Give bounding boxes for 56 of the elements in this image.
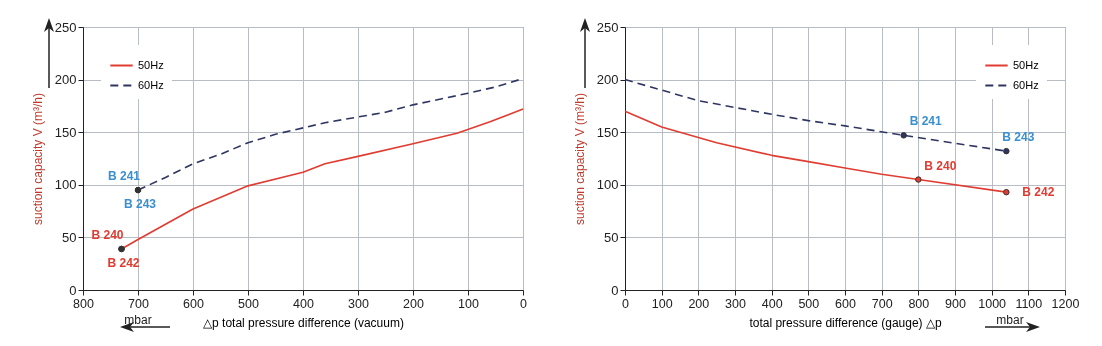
x-tick-label: 800 bbox=[73, 296, 94, 311]
annotation: B 241 bbox=[107, 169, 141, 184]
x-tick-label: 1200 bbox=[1051, 296, 1080, 311]
x-tick-label: 300 bbox=[348, 296, 369, 311]
x-tick-label: 700 bbox=[128, 296, 149, 311]
point bbox=[1003, 147, 1010, 155]
x-tick-label: 1000 bbox=[978, 296, 1007, 311]
x-axis-title: △p total pressure difference (vacuum) bbox=[203, 316, 404, 330]
x-axis-title: total pressure difference (gauge) △p bbox=[749, 316, 942, 330]
x-tick-label: 1100 bbox=[1015, 296, 1043, 311]
y-axis-title: suction capacity V (m³/h) bbox=[30, 92, 45, 226]
x-tick-label: 500 bbox=[238, 296, 259, 311]
point bbox=[915, 176, 922, 183]
y-tick-label: 100 bbox=[54, 177, 77, 193]
x-tick-label: 500 bbox=[798, 296, 820, 311]
legend-label: 60Hz bbox=[1013, 78, 1039, 91]
y-tick-label: 100 bbox=[596, 177, 619, 193]
y-tick-label: 0 bbox=[611, 282, 619, 298]
x-tick-label: 800 bbox=[908, 296, 930, 311]
x-tick-label: 300 bbox=[725, 296, 746, 311]
y-axis-title: suction capacity V (m³/h) bbox=[572, 92, 587, 226]
legend-label: 60Hz bbox=[138, 78, 164, 91]
x-tick-label: 100 bbox=[458, 296, 479, 311]
x-tick-label: 400 bbox=[293, 296, 314, 311]
x-tick-label: 200 bbox=[688, 296, 710, 311]
text: mbar bbox=[996, 313, 1024, 327]
y-tick-label: 200 bbox=[596, 72, 619, 88]
x-tick-label: 600 bbox=[183, 296, 204, 311]
annotation: B 240 bbox=[924, 158, 957, 173]
legend-label: 50Hz bbox=[138, 58, 164, 71]
y-tick-label: 150 bbox=[596, 124, 619, 140]
y-tick-label: 200 bbox=[54, 72, 77, 88]
annotation: B 242 bbox=[1022, 185, 1055, 200]
x-tick-label: 200 bbox=[403, 296, 424, 311]
x-tick-label: 600 bbox=[835, 296, 856, 311]
y-tick-label: 250 bbox=[54, 19, 77, 35]
y-tick-label: 150 bbox=[54, 124, 77, 140]
x-tick-label: 700 bbox=[871, 296, 893, 311]
point bbox=[1003, 188, 1010, 196]
text: mbar bbox=[124, 313, 152, 327]
y-tick-label: 250 bbox=[596, 19, 619, 35]
x-tick-label: 100 bbox=[651, 296, 673, 311]
x-tick-label: 400 bbox=[761, 296, 783, 311]
annotation: B 242 bbox=[107, 255, 140, 270]
y-tick-label: 0 bbox=[69, 282, 77, 298]
x-tick-label: 0 bbox=[622, 296, 630, 311]
x-tick-label: 900 bbox=[945, 296, 966, 311]
annotation: B 243 bbox=[1002, 130, 1035, 145]
annotation: B 241 bbox=[909, 114, 942, 129]
x-tick-label: 0 bbox=[520, 296, 528, 311]
legend-label: 50Hz bbox=[1013, 58, 1039, 71]
annotation: B 240 bbox=[91, 227, 124, 242]
y-tick-label: 50 bbox=[62, 229, 77, 245]
y-tick-label: 50 bbox=[604, 229, 619, 245]
annotation: B 243 bbox=[123, 197, 157, 212]
point bbox=[900, 132, 907, 139]
